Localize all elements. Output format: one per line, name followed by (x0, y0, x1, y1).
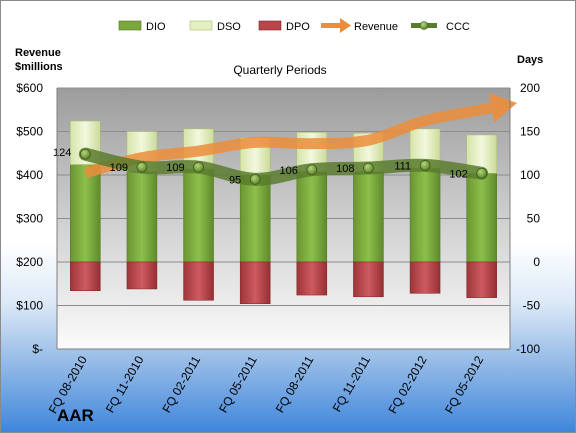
right-tick-label: 150 (520, 125, 540, 139)
ccc-point (193, 161, 204, 173)
right-tick-label: -50 (523, 299, 541, 313)
ccc-point (363, 162, 374, 174)
ccc-point (79, 148, 91, 160)
dpo-bar (409, 261, 441, 294)
dio-bar (409, 167, 441, 263)
legend-marker-ccc (419, 21, 429, 30)
x-tick-label: FQ 05-2011 (216, 353, 260, 415)
ccc-value-label: 109 (110, 162, 128, 174)
left-tick-label: $200 (16, 255, 43, 269)
ccc-point (136, 161, 148, 173)
legend-swatch-dio (118, 20, 142, 31)
legend-label-dso: DSO (217, 21, 241, 33)
left-tick-label: $300 (16, 212, 43, 226)
dpo-bar (183, 261, 214, 301)
x-tick-label: FQ 02-2012 (386, 353, 430, 416)
ccc-value-label: 106 (279, 165, 297, 177)
x-tick-label: FQ 05-2012 (442, 353, 486, 416)
left-axis-label-line1: Revenue (15, 47, 61, 59)
ccc-value-label: 124 (53, 147, 71, 159)
ccc-value-label: 111 (394, 160, 411, 172)
left-tick-label: $100 (16, 299, 43, 313)
ccc-value-label: 109 (166, 162, 184, 174)
left-tick-label: $- (32, 342, 43, 356)
dio-bar (126, 171, 158, 263)
ccc-layer: 124 109 109 95 106 108 111 102 (53, 147, 489, 186)
chart-title: Quarterly Periods (233, 63, 326, 77)
revenue-arrowhead (488, 93, 518, 123)
left-tick-label: $500 (16, 125, 43, 139)
dpo-bar (353, 261, 384, 298)
x-tick-label: FQ 11-2010 (103, 353, 147, 415)
company-name: AAR (57, 406, 94, 425)
bars-layer (70, 120, 497, 305)
left-axis-label-line2: $millions (15, 61, 63, 73)
right-tick-label: 0 (533, 255, 540, 269)
legend-label-ccc: CCC (446, 21, 470, 33)
revenue-line (83, 102, 493, 179)
right-tick-label: -100 (516, 342, 540, 356)
ccc-point (476, 167, 488, 179)
dpo-bar (296, 261, 328, 296)
ccc-value-label: 102 (449, 168, 467, 180)
right-tick-label: 200 (520, 81, 540, 95)
revenue-layer (83, 93, 518, 179)
dio-bar (183, 168, 214, 263)
dpo-bar (126, 261, 158, 290)
ccc-value-label: 95 (229, 174, 241, 186)
ccc-point (306, 164, 318, 176)
left-tick-label: $400 (16, 168, 43, 182)
dio-bar (70, 164, 101, 263)
dio-bar (353, 171, 384, 263)
x-tick-label: FQ 11-2011 (330, 353, 373, 414)
legend-label-dio: DIO (146, 21, 166, 33)
dio-bar (466, 173, 497, 263)
dio-bar (296, 171, 328, 263)
legend-label-dpo: DPO (286, 21, 310, 33)
ccc-point (249, 173, 261, 185)
legend-swatch-dso (189, 20, 213, 31)
dpo-bar (466, 261, 497, 298)
right-axis-label: Days (517, 54, 543, 66)
left-tick-label: $600 (16, 81, 43, 95)
dpo-bar (239, 261, 271, 305)
right-tick-label: 50 (527, 212, 541, 226)
ccc-value-label: 108 (336, 163, 354, 175)
legend: DIO DSO DPO Revenue CCC (118, 18, 470, 33)
dpo-bar (70, 261, 101, 291)
x-tick-label: FQ 08-2011 (273, 353, 317, 415)
right-tick-label: 100 (520, 168, 540, 182)
legend-label-revenue: Revenue (354, 21, 398, 33)
legend-swatch-dpo (258, 20, 282, 31)
legend-arrowhead-revenue (340, 18, 351, 33)
dio-bar (239, 174, 271, 263)
x-tick-label: FQ 02-2011 (159, 353, 203, 415)
ccc-point (419, 160, 431, 171)
